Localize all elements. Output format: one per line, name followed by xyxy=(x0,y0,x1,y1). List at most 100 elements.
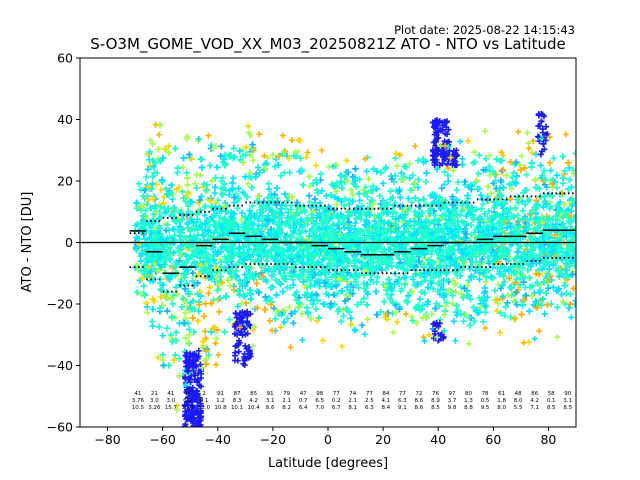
scatter-point xyxy=(358,298,365,306)
scatter-point xyxy=(480,318,487,325)
scatter-point xyxy=(356,197,363,204)
scatter-point xyxy=(441,181,448,188)
scatter-point xyxy=(415,203,423,210)
scatter-point xyxy=(476,294,483,302)
scatter-point xyxy=(453,186,460,194)
scatter-point xyxy=(239,146,247,153)
scatter-point xyxy=(510,297,518,305)
scatter-point xyxy=(277,172,285,179)
scatter-point xyxy=(415,197,422,204)
scatter-point xyxy=(409,171,416,179)
scatter-point xyxy=(504,299,511,307)
scatter-point xyxy=(265,186,273,193)
scatter-point xyxy=(238,209,246,217)
scatter-point xyxy=(358,322,366,329)
scatter-point xyxy=(570,170,576,177)
scatter-point xyxy=(193,184,200,192)
scatter-point xyxy=(287,202,295,209)
scatter-point xyxy=(162,227,170,234)
scatter-point xyxy=(154,169,161,177)
scatter-point xyxy=(422,178,430,185)
scatter-point xyxy=(543,200,550,208)
scatter-point xyxy=(217,185,225,192)
scatter-point xyxy=(416,295,423,303)
scatter-point xyxy=(488,190,495,197)
scatter-point xyxy=(498,167,506,175)
scatter-point xyxy=(501,312,508,319)
scatter-point xyxy=(202,203,209,210)
scatter-point xyxy=(344,269,351,276)
scatter-point xyxy=(364,193,371,200)
scatter-point xyxy=(419,196,427,203)
scatter-point xyxy=(142,174,150,181)
scatter-point xyxy=(286,304,293,311)
scatter-point xyxy=(284,315,291,322)
scatter-point xyxy=(143,303,151,311)
scatter-point xyxy=(205,290,212,297)
scatter-point xyxy=(135,180,143,187)
scatter-point xyxy=(550,155,557,162)
scatter-point xyxy=(516,281,524,288)
scatter-point xyxy=(234,303,241,310)
scatter-point xyxy=(548,276,555,284)
scatter-point xyxy=(214,287,221,294)
scatter-point xyxy=(239,189,247,196)
scatter-point xyxy=(566,164,573,172)
scatter-point xyxy=(244,180,252,187)
scatter-point xyxy=(497,198,504,206)
scatter-point xyxy=(274,198,281,205)
scatter-point xyxy=(260,198,268,205)
scatter-point xyxy=(249,202,256,210)
scatter-point xyxy=(230,174,237,182)
scatter-point xyxy=(146,162,154,169)
scatter-point xyxy=(188,155,195,163)
scatter-point xyxy=(497,177,504,184)
scatter-point xyxy=(227,282,234,289)
scatter-point xyxy=(306,192,313,199)
scatter-point xyxy=(183,280,190,287)
scatter-point xyxy=(547,167,554,174)
scatter-point xyxy=(320,300,327,308)
scatter-point xyxy=(188,210,196,217)
scatter-point xyxy=(254,304,261,312)
scatter-point xyxy=(202,300,209,307)
scatter-point xyxy=(211,189,218,197)
scatter-point xyxy=(523,187,530,194)
scatter-point xyxy=(515,199,522,207)
scatter-point xyxy=(409,317,416,324)
scatter-point xyxy=(347,186,354,194)
scatter-point xyxy=(317,170,325,178)
scatter-point xyxy=(198,193,205,200)
chart-title: S-O3M_GOME_VOD_XX_M03_20250821Z ATO - NT… xyxy=(90,35,566,54)
scatter-point xyxy=(202,220,209,227)
scatter-point xyxy=(486,152,493,159)
scatter-point xyxy=(297,155,304,162)
scatter-point xyxy=(520,189,527,196)
scatter-point xyxy=(356,176,363,183)
plot-date: Plot date: 2025-08-22 14:15:43 xyxy=(394,23,575,37)
scatter-point xyxy=(512,204,519,212)
scatter-point xyxy=(550,284,557,291)
scatter-point xyxy=(270,305,278,312)
scatter-point xyxy=(205,351,212,359)
scatter-point xyxy=(182,315,189,322)
scatter-point xyxy=(157,293,165,301)
scatter-point xyxy=(363,168,370,175)
scatter-point xyxy=(405,195,412,202)
scatter-point xyxy=(290,319,297,327)
scatter-point xyxy=(444,178,452,185)
scatter-point xyxy=(512,298,519,306)
scatter-point xyxy=(181,309,189,317)
scatter-point xyxy=(546,159,553,166)
scatter-point xyxy=(510,169,517,177)
scatter-point xyxy=(482,155,490,163)
scatter-point xyxy=(179,164,186,171)
scatter-point xyxy=(422,254,429,262)
scatter-point xyxy=(189,270,196,277)
scatter-point xyxy=(175,184,183,191)
scatter-point xyxy=(561,167,568,175)
scatter-point xyxy=(454,179,462,186)
scatter-point xyxy=(226,316,233,323)
scatter-point xyxy=(536,185,543,193)
scatter-point xyxy=(286,169,293,176)
